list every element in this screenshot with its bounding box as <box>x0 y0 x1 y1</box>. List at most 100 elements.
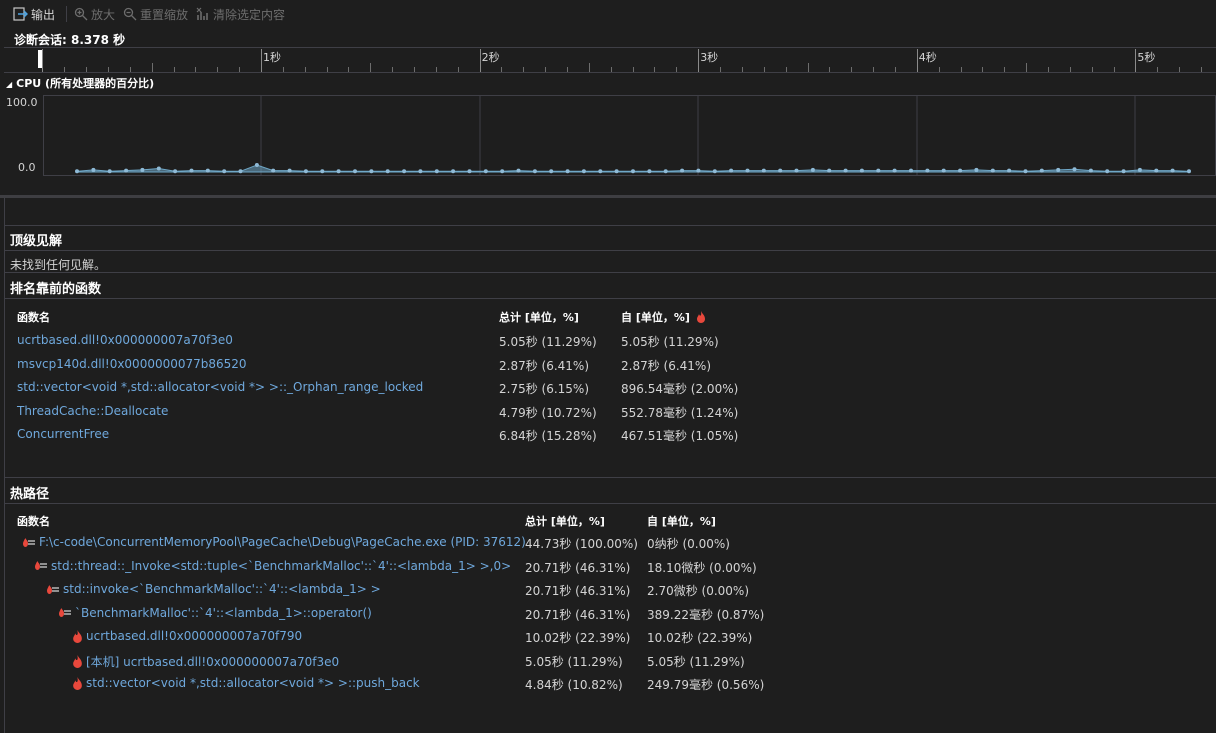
hot-path-function-link[interactable]: std::invoke<`BenchmarkMalloc'::`4'::<lam… <box>63 582 381 596</box>
flame-icon <box>73 629 82 643</box>
hot-path-node[interactable]: std::invoke<`BenchmarkMalloc'::`4'::<lam… <box>46 582 381 596</box>
cpu-data-point <box>1154 168 1159 173</box>
hot-path-header-self[interactable]: 自 [单位，%] <box>647 515 716 528</box>
ruler-minor-tick <box>1179 67 1181 72</box>
hot-path-function-link[interactable]: std::thread::_Invoke<std::tuple<`Benchma… <box>51 558 512 573</box>
top-functions-header-name[interactable]: 函数名 <box>17 311 50 324</box>
ruler-major-tick <box>261 49 262 72</box>
hot-path-node[interactable]: ucrtbased.dll!0x000000007a70f790 <box>72 629 302 643</box>
cpu-data-point <box>761 168 766 173</box>
ruler-major-tick <box>479 49 481 72</box>
cpu-section-title[interactable]: ◢ CPU (所有处理器的百分比) <box>6 75 154 91</box>
hot-path-node[interactable]: [本机] ucrtbased.dll!0x000000007a70f3e0 <box>72 653 339 670</box>
cpu-data-point <box>549 169 554 174</box>
hot-path-function-link[interactable]: `BenchmarkMalloc'::`4'::<lambda_1>::oper… <box>75 605 372 620</box>
toolbar: 输出 放大 重置缩放 清除选定内容 <box>0 0 1216 28</box>
ruler-major-tick <box>1135 49 1137 72</box>
ruler-minor-tick <box>195 67 197 72</box>
flame-icon <box>73 676 82 690</box>
hot-path-node[interactable]: std::vector<void *,std::allocator<void *… <box>72 676 420 690</box>
cpu-data-point <box>532 169 537 174</box>
hot-path-icon <box>47 584 59 594</box>
function-name-link[interactable]: ThreadCache::Deallocate <box>17 403 169 418</box>
ruler-minor-tick <box>938 67 940 72</box>
hot-path-function-link[interactable]: std::vector<void *,std::allocator<void *… <box>86 676 420 690</box>
function-self-value: 467.51毫秒 (1.05%) <box>621 429 739 443</box>
ruler-minor-tick <box>86 67 88 72</box>
ruler-minor-tick <box>720 67 722 72</box>
function-name-link[interactable]: msvcp140d.dll!0x0000000077b86520 <box>17 356 247 371</box>
hot-path-function-link[interactable]: F:\c-code\ConcurrentMemoryPool\PageCache… <box>39 535 526 549</box>
cpu-data-point <box>1170 168 1175 173</box>
divider <box>4 225 1216 226</box>
cpu-data-point <box>418 169 423 174</box>
ruler-minor-tick <box>610 67 612 72</box>
hot-path-self-value: 0纳秒 (0.00%) <box>647 537 730 551</box>
ruler-minor-tick <box>1113 67 1115 72</box>
ruler-minor-tick <box>1047 67 1049 72</box>
function-name-link[interactable]: ConcurrentFree <box>17 427 110 441</box>
function-self-value: 5.05秒 (11.29%) <box>621 335 719 349</box>
collapse-triangle-icon[interactable]: ◢ <box>6 80 13 89</box>
ruler-minor-tick <box>982 67 984 72</box>
zoom-in-button[interactable]: 放大 <box>74 6 115 22</box>
ruler-minor-tick <box>1157 67 1159 72</box>
clear-selection-button[interactable]: 清除选定内容 <box>196 6 285 22</box>
function-name-link[interactable]: std::vector<void *,std::allocator<void *… <box>17 380 424 394</box>
hot-path-header-total[interactable]: 总计 [单位，%] <box>525 515 605 528</box>
zoom-in-icon <box>74 7 88 21</box>
hot-path-self-value: 389.22毫秒 (0.87%) <box>647 607 765 622</box>
reset-zoom-button[interactable]: 重置缩放 <box>123 6 188 22</box>
ruler-tick-label: 2秒 <box>481 51 500 64</box>
cpu-data-point <box>75 169 79 174</box>
panel-splitter[interactable] <box>0 195 1216 198</box>
ruler-major-tick <box>916 49 918 72</box>
cpu-data-point <box>500 169 505 174</box>
hot-path-node[interactable]: `BenchmarkMalloc'::`4'::<lambda_1>::oper… <box>58 606 372 620</box>
cpu-title-label: CPU (所有处理器的百分比) <box>16 77 155 90</box>
hot-path-self-value: 249.79毫秒 (0.56%) <box>647 678 765 692</box>
ruler-minor-tick <box>282 67 284 72</box>
cpu-data-point <box>958 168 963 173</box>
ruler-minor-tick <box>807 63 809 72</box>
cpu-data-point <box>827 168 832 173</box>
cpu-data-point <box>1039 168 1044 173</box>
cpu-data-point <box>402 169 407 174</box>
ruler-major-tick <box>698 49 700 72</box>
cpu-data-point <box>156 166 161 171</box>
top-functions-header-self-label: 自 [单位，%] <box>621 311 690 324</box>
cpu-data-point <box>925 168 930 173</box>
time-ruler[interactable]: 1秒 2秒 3秒 4秒 5秒 <box>4 47 1216 73</box>
cpu-data-point <box>369 169 374 174</box>
hot-path-node[interactable]: std::thread::_Invoke<std::tuple<`Benchma… <box>34 559 511 573</box>
hot-path-node[interactable]: F:\c-code\ConcurrentMemoryPool\PageCache… <box>22 535 526 549</box>
cpu-data-point <box>859 168 864 173</box>
top-functions-header-total[interactable]: 总计 [单位，%] <box>499 311 579 324</box>
cpu-data-point <box>483 169 488 174</box>
flame-icon <box>696 311 705 323</box>
export-button[interactable]: 输出 <box>13 6 55 22</box>
ruler-minor-tick <box>1004 67 1006 72</box>
cpu-data-point <box>124 168 129 173</box>
cpu-data-point <box>91 167 96 172</box>
clear-selection-label: 清除选定内容 <box>213 7 286 22</box>
export-label: 输出 <box>31 7 56 22</box>
clear-selection-icon <box>196 7 208 20</box>
hot-path-total-value: 20.71秒 (46.31%) <box>525 607 631 622</box>
hot-path-function-link[interactable]: ucrtbased.dll!0x000000007a70f790 <box>86 629 303 643</box>
cpu-data-point <box>794 168 799 173</box>
divider <box>4 250 1216 251</box>
hot-path-icon <box>35 561 47 570</box>
hot-path-header-name[interactable]: 函数名 <box>17 515 50 528</box>
ruler-minor-tick <box>851 67 853 72</box>
cpu-y-max-label: 100.0 <box>6 96 38 109</box>
function-name-link[interactable]: ucrtbased.dll!0x000000007a70f3e0 <box>17 333 233 347</box>
toolbar-separator <box>66 6 67 22</box>
cpu-data-point <box>467 169 472 174</box>
hot-path-function-link[interactable]: [本机] ucrtbased.dll!0x000000007a70f3e0 <box>86 654 340 669</box>
hot-path-self-value: 18.10微秒 (0.00%) <box>647 560 757 575</box>
top-functions-header-self[interactable]: 自 [单位，%] <box>621 309 706 325</box>
ruler-minor-tick <box>370 63 372 72</box>
ruler-selection-handle[interactable] <box>38 50 42 68</box>
cpu-usage-chart[interactable] <box>43 95 1216 176</box>
